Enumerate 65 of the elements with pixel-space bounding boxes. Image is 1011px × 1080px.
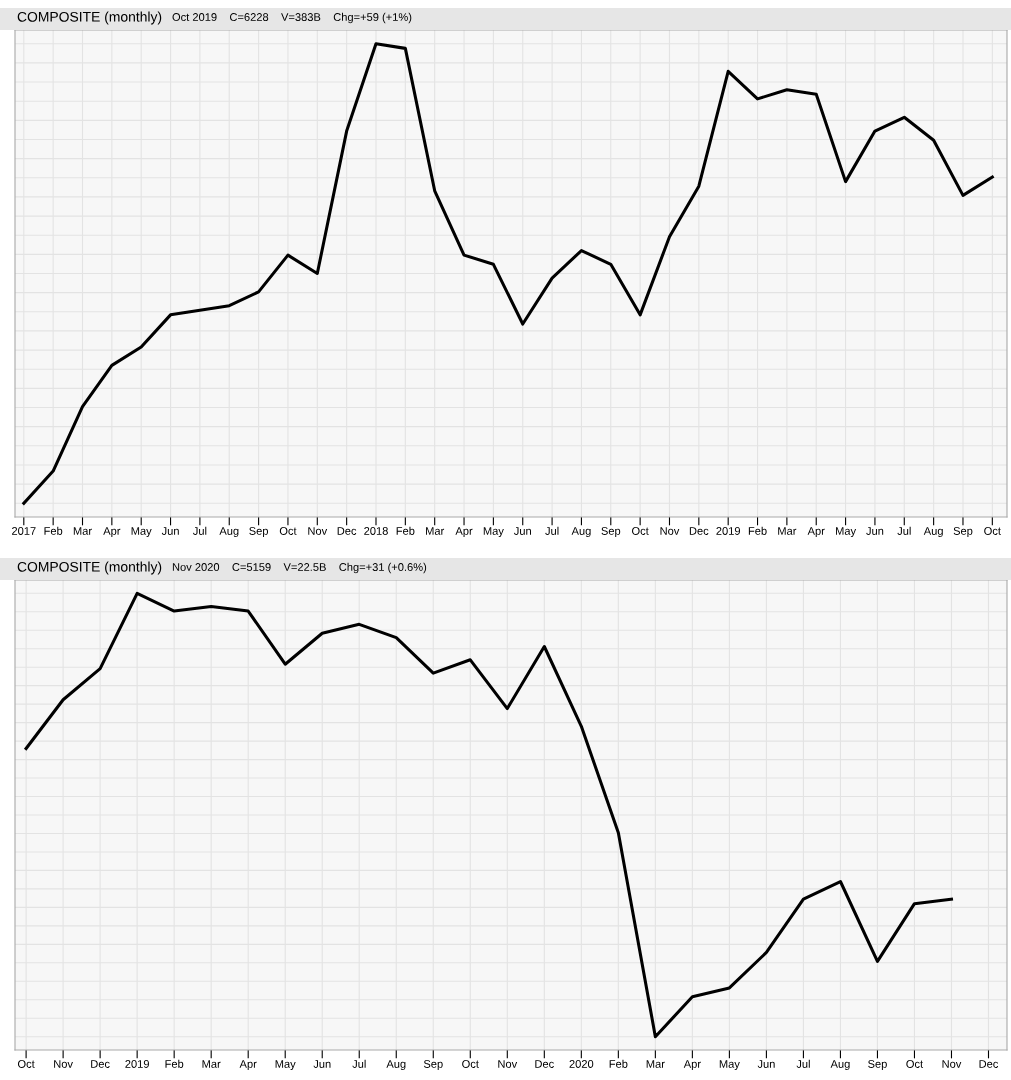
x-tick-label: Apr: [683, 1060, 701, 1071]
x-tick-label: Feb: [44, 526, 63, 535]
x-tick-label: 2019: [716, 527, 741, 535]
x-tick-label: 2017: [12, 527, 36, 535]
x-tick-label: Apr: [807, 527, 825, 538]
x-tick-label: Dec: [535, 1060, 554, 1068]
x-tick-label: Aug: [386, 1060, 406, 1071]
x-tick-label: Dec: [689, 527, 709, 535]
x-tick-label: Jul: [192, 526, 207, 535]
x-tick-label: Aug: [830, 1060, 850, 1071]
x-tick-label: Jun: [866, 527, 884, 535]
x-tick-label: Sep: [601, 527, 621, 538]
x-tick-label: Nov: [54, 1060, 73, 1068]
x-tick-label: Aug: [571, 527, 591, 538]
x-tick-label: May: [131, 527, 152, 538]
x-tick-label: Oct: [906, 1060, 924, 1068]
x-tick-label: Mar: [646, 1060, 665, 1068]
x-tick-label: 2018: [364, 527, 388, 535]
x-tick-label: Jun: [757, 1060, 775, 1068]
x-tick-label: Nov: [660, 527, 680, 535]
x-tick-label: Sep: [868, 1060, 887, 1071]
x-tick-label: Oct: [632, 527, 649, 535]
x-tick-label: Feb: [396, 526, 415, 535]
x-tick-label: Jun: [513, 527, 531, 535]
x-tick-label: May: [836, 527, 857, 538]
x-tick-label: Nov: [942, 1060, 962, 1068]
x-tick-label: May: [275, 1060, 296, 1071]
x-tick-label: Feb: [165, 1059, 184, 1068]
x-tick-label: Oct: [462, 1060, 479, 1068]
x-tick-label: Nov: [308, 527, 328, 535]
x-tick-label: Sep: [423, 1060, 443, 1071]
x-tick-label: 2019: [125, 1060, 149, 1068]
chart-title: COMPOSITE (monthly): [17, 11, 162, 25]
x-tick-label: Jul: [545, 526, 559, 535]
chart-title: COMPOSITE (monthly): [17, 561, 162, 575]
x-tick-label: Feb: [748, 526, 767, 535]
x-tick-label: Dec: [91, 1060, 110, 1068]
x-tick-label: Aug: [923, 527, 943, 538]
chart-subtitle: Nov 2020 C=5159 V=22.5B Chg=+31 (+0.6%): [172, 562, 427, 574]
chart-subtitle: Oct 2019 C=6228 V=383B Chg=+59 (+1%): [172, 12, 412, 24]
x-tick-label: Jun: [313, 1060, 331, 1068]
x-tick-label: May: [719, 1060, 740, 1071]
x-tick-label: Mar: [778, 527, 797, 535]
x-tick-label: Feb: [609, 1059, 628, 1068]
x-tick-label: Apr: [239, 1060, 257, 1071]
x-tick-label: Oct: [17, 1060, 35, 1068]
x-tick-label: Jul: [352, 1059, 366, 1068]
x-tick-label: 2020: [569, 1060, 594, 1068]
x-tick-label: Mar: [73, 527, 92, 535]
x-tick-label: Mar: [202, 1060, 221, 1068]
x-tick-label: Sep: [953, 527, 973, 538]
x-tick-label: May: [483, 527, 504, 538]
x-tick-label: Aug: [219, 527, 239, 538]
x-tick-label: Apr: [455, 527, 473, 538]
x-tick-label: Apr: [103, 527, 121, 538]
x-tick-label: Sep: [249, 527, 269, 538]
x-tick-label: Oct: [984, 527, 1001, 535]
x-tick-label: Jul: [897, 526, 911, 535]
x-tick-label: Jul: [796, 1059, 810, 1068]
x-tick-label: Dec: [337, 527, 357, 535]
x-tick-label: Dec: [979, 1060, 999, 1068]
x-tick-label: Nov: [498, 1060, 518, 1068]
x-tick-label: Mar: [426, 527, 445, 535]
x-tick-label: Jun: [161, 527, 179, 535]
x-tick-label: Oct: [279, 527, 297, 535]
